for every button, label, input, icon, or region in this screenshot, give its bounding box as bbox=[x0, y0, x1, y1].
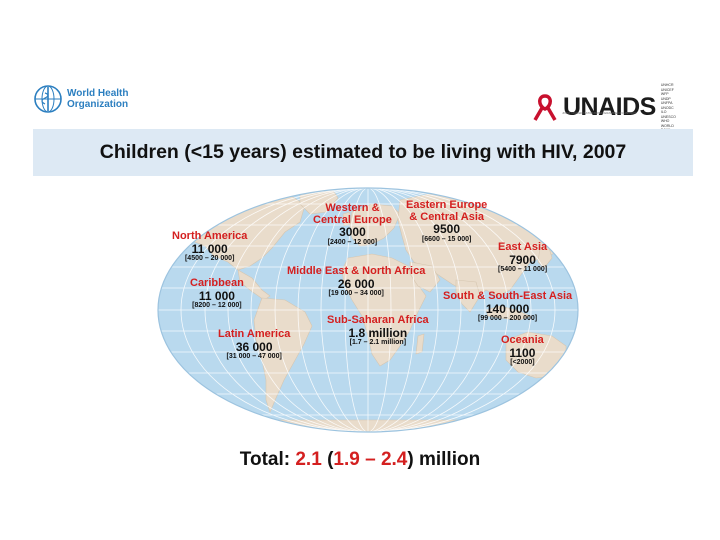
region-value: 36 000 bbox=[235, 339, 273, 354]
region-eastern-europe-central-asia: Eastern Europe & Central Asia 9500 [6600… bbox=[406, 199, 488, 243]
land-south-america bbox=[253, 297, 313, 413]
region-range: [8200 – 12 000] bbox=[192, 302, 242, 310]
region-name-line2: Central Europe bbox=[313, 213, 392, 226]
region-name: Middle East & North Africa bbox=[287, 265, 426, 277]
cosponsor: UNFPA bbox=[660, 101, 673, 105]
unaids-logo: UNAIDS UNHCR UNICEF WFP UNDP UNFPA UNODC… bbox=[530, 83, 681, 133]
total-low: 1.9 bbox=[333, 449, 360, 470]
cosponsor: UNICEF bbox=[660, 87, 674, 92]
cosponsor: ILO bbox=[660, 110, 667, 114]
region-range: [31 000 – 47 000] bbox=[226, 353, 282, 361]
total-close-paren: ) bbox=[407, 449, 414, 470]
page-title: Children (<15 years) estimated to be liv… bbox=[99, 141, 627, 163]
region-oceania: Oceania 1100 [<2000] bbox=[501, 334, 544, 367]
region-name: North America bbox=[172, 230, 248, 242]
region-range: [19 000 – 34 000] bbox=[328, 290, 384, 298]
total-dash: – bbox=[365, 449, 376, 470]
total-value: 2.1 bbox=[295, 449, 322, 470]
total-estimate: Total: 2.1 (1.9 – 2.4) million bbox=[0, 449, 720, 471]
total-open-paren: ( bbox=[327, 449, 334, 470]
who-logo-line2: Organization bbox=[67, 99, 129, 110]
unaids-wordmark: UNAIDS bbox=[563, 93, 656, 122]
land-central-america bbox=[237, 269, 271, 301]
cosponsor: UNDP bbox=[660, 96, 671, 101]
region-value: 1100 bbox=[509, 345, 536, 360]
region-value: 7900 bbox=[509, 252, 536, 267]
region-name: Latin America bbox=[218, 328, 291, 340]
region-north-america: North America 11 000 [4500 – 20 000] bbox=[172, 230, 248, 263]
who-logo: World Health Organization bbox=[33, 84, 128, 114]
region-value: 26 000 bbox=[337, 276, 375, 291]
region-caribbean: Caribbean 11 000 [8200 – 12 000] bbox=[190, 277, 244, 310]
who-logo-text: World Health Organization bbox=[67, 88, 128, 110]
red-ribbon-icon bbox=[533, 93, 557, 121]
region-east-asia: East Asia 7900 [5400 – 11 000] bbox=[498, 241, 548, 274]
total-label: Total: bbox=[239, 449, 291, 470]
region-value: 11 000 bbox=[191, 241, 228, 256]
region-range: [4500 – 20 000] bbox=[184, 255, 235, 263]
total-unit: million bbox=[418, 449, 481, 470]
region-value: 140 000 bbox=[485, 301, 530, 316]
region-name: Oceania bbox=[501, 334, 544, 346]
region-name-line1: Western & bbox=[325, 202, 380, 214]
region-range: [2400 – 12 000] bbox=[327, 238, 378, 246]
region-name: South & South-East Asia bbox=[443, 290, 573, 302]
region-latin-america: Latin America 36 000 [31 000 – 47 000] bbox=[218, 328, 291, 361]
region-western-central-europe: Western & Central Europe 3000 [2400 – 12… bbox=[313, 202, 392, 246]
cosponsor: WFP bbox=[660, 92, 669, 96]
region-name: Sub-Saharan Africa bbox=[327, 314, 429, 326]
region-name: East Asia bbox=[498, 241, 548, 253]
land-new-zealand bbox=[565, 375, 577, 397]
globe-outline bbox=[157, 187, 579, 433]
graticule bbox=[158, 188, 578, 432]
region-range: [1.7 – 2.1 million] bbox=[349, 339, 407, 347]
total-high: 2.4 bbox=[380, 449, 408, 470]
region-range: [6600 – 15 000] bbox=[421, 235, 472, 243]
unaids-tagline: JOINT UNITED NATIONS PROGRAMME ON HIV/AI… bbox=[562, 111, 637, 115]
land-arabia bbox=[409, 261, 441, 293]
cosponsor: UNESCO bbox=[660, 114, 676, 119]
region-range: [<2000] bbox=[510, 359, 535, 367]
cosponsor: WHO bbox=[660, 119, 670, 123]
cosponsor: UNODC bbox=[660, 105, 674, 110]
region-sub-saharan-africa: Sub-Saharan Africa 1.8 million [1.7 – 2.… bbox=[327, 314, 429, 347]
region-south-southeast-asia: South & South-East Asia 140 000 [99 000 … bbox=[443, 290, 573, 323]
region-value: 11 000 bbox=[198, 288, 235, 303]
region-name-line2: & Central Asia bbox=[409, 210, 485, 223]
region-range: [5400 – 11 000] bbox=[498, 266, 548, 274]
region-value: 9500 bbox=[433, 222, 460, 237]
region-name-line1: Eastern Europe bbox=[406, 199, 488, 211]
who-emblem-icon bbox=[34, 85, 62, 113]
land-antarctica bbox=[159, 419, 578, 432]
title-bar: Children (<15 years) estimated to be liv… bbox=[33, 129, 693, 176]
region-middle-east-north-africa: Middle East & North Africa 26 000 [19 00… bbox=[287, 265, 426, 298]
cosponsor: UNHCR bbox=[660, 83, 674, 87]
region-value: 3000 bbox=[339, 225, 366, 240]
region-range: [99 000 – 200 000] bbox=[477, 315, 538, 323]
region-value: 1.8 million bbox=[348, 325, 408, 340]
region-name: Caribbean bbox=[190, 277, 244, 289]
who-logo-line1: World Health bbox=[67, 88, 129, 99]
land-uk bbox=[342, 211, 351, 227]
